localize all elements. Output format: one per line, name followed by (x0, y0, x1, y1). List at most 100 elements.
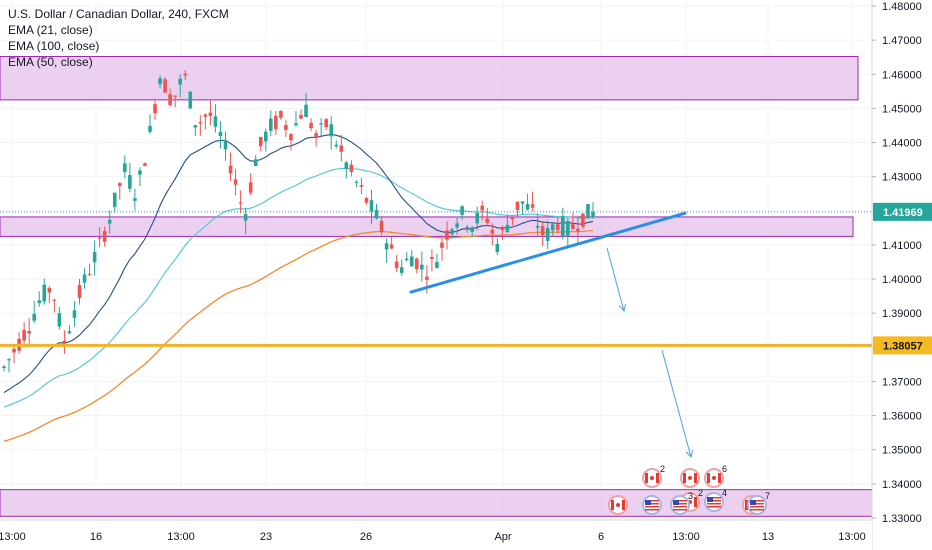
supply-demand-zone[interactable] (0, 216, 854, 237)
supply-demand-zone[interactable] (0, 56, 859, 101)
flag-stripe (707, 500, 721, 502)
candle-body (138, 170, 142, 175)
price-axis[interactable]: 1.48000 1.47000 1.46000 1.45000 1.44000 1.430… (871, 0, 932, 550)
candle-body (32, 313, 37, 321)
flag-stripe (750, 503, 764, 505)
price-tick-label: 1.45000 (882, 103, 922, 115)
candles (2, 70, 595, 373)
candle-body (369, 200, 374, 212)
price-tick-label: 1.33000 (882, 513, 922, 525)
candle-body (299, 114, 303, 119)
candle-body (37, 300, 42, 304)
flag-stripe (673, 503, 687, 505)
candle-body (480, 205, 485, 211)
current-price-tag[interactable] (873, 202, 932, 221)
time-label: 23 (260, 531, 272, 543)
price-tick-label: 1.47000 (882, 35, 922, 47)
candle-body (158, 78, 162, 85)
candle-body (555, 224, 560, 231)
time-label: 13:00 (838, 531, 866, 543)
level-price-tag[interactable] (873, 336, 932, 355)
candle-body (143, 163, 147, 167)
flag-stripe (673, 500, 687, 502)
candle-body (571, 224, 575, 229)
time-axis[interactable]: 13:00 16 13:00 23 26 Apr 6 13:00 13 13:00 (0, 519, 872, 550)
event-count: 2 (660, 464, 665, 474)
chart-legend: U.S. Dollar / Canadian Dollar, 240, FXCM… (8, 6, 229, 70)
flag-canton (673, 500, 679, 505)
candle-body (238, 202, 243, 204)
candle-body (213, 116, 218, 127)
projection-arrow[interactable] (606, 247, 625, 312)
flag-band (611, 500, 614, 510)
canada-flag-icon[interactable] (608, 495, 628, 515)
candle-body (430, 256, 434, 259)
flag-stripe (707, 506, 721, 508)
candle-body (198, 122, 203, 124)
candle-body (188, 91, 193, 109)
candle-body (309, 122, 313, 129)
candle-body (415, 258, 419, 270)
candle-body (420, 264, 424, 270)
ema21-label[interactable]: EMA (21, close) (8, 23, 93, 37)
candle-body (535, 225, 540, 228)
candle-body (530, 204, 535, 208)
event-count: 2 (698, 488, 703, 498)
candle-body (87, 273, 92, 275)
candle-body (440, 242, 444, 248)
us-flag-icon[interactable] (642, 495, 662, 515)
zones[interactable] (0, 56, 873, 517)
candle-body (581, 213, 585, 227)
event-count: 3 (688, 491, 693, 501)
candle-body (394, 261, 399, 268)
ema-lines (3, 133, 594, 443)
price-tick-label: 1.43000 (882, 172, 922, 184)
price-tick-label: 1.41000 (882, 240, 922, 252)
canada-flag-icon[interactable]: 6 (704, 464, 727, 488)
candle-body (153, 104, 157, 114)
flag-stripe (750, 509, 764, 511)
flag-band (694, 497, 697, 507)
price-tick-label: 1.46000 (882, 69, 922, 81)
economic-events[interactable]: 2 6 2 4 3 7 (608, 464, 770, 515)
price-tick-label: 1.34000 (882, 479, 922, 491)
flag-band (683, 473, 686, 483)
supply-demand-zone[interactable] (0, 489, 873, 517)
candle-body (173, 95, 177, 97)
drawings[interactable] (0, 211, 872, 459)
candle-body (460, 206, 464, 215)
candle-body (550, 224, 555, 231)
price-tick-label: 1.44000 (882, 138, 922, 150)
trendline[interactable] (409, 211, 687, 294)
us-flag-icon[interactable]: 7 (747, 491, 770, 515)
canada-flag-icon[interactable] (680, 468, 700, 488)
candle-body (520, 201, 525, 204)
flag-stripe (645, 503, 659, 505)
candle-body (67, 331, 72, 334)
ema21-line (3, 133, 594, 393)
candle-body (168, 94, 172, 106)
candle-body (334, 144, 339, 147)
ema50-label[interactable]: EMA (50, close) (8, 55, 93, 69)
price-tick-label: 1.35000 (882, 445, 922, 457)
us-flag-icon[interactable]: 3 (670, 491, 693, 515)
time-label: 13 (762, 531, 774, 543)
candle-body (389, 244, 394, 249)
candle-body (495, 243, 500, 252)
symbol-title[interactable]: U.S. Dollar / Canadian Dollar, 240, FXCM (8, 7, 229, 21)
candle-body (359, 185, 364, 187)
us-flag-icon[interactable]: 4 (704, 488, 727, 512)
canada-flag-icon[interactable]: 2 (642, 464, 665, 488)
flag-band (718, 473, 721, 483)
time-axis-bg (0, 520, 872, 550)
candle-body (284, 125, 288, 130)
event-count: 6 (722, 464, 727, 474)
price-tick-label: 1.39000 (882, 308, 922, 320)
flag-stripe (707, 497, 721, 499)
ema100-label[interactable]: EMA (100, close) (8, 39, 100, 53)
candle-body (42, 284, 47, 302)
projection-arrow-2[interactable] (661, 349, 692, 458)
time-label: 13:00 (0, 531, 26, 543)
candle-body (304, 104, 308, 117)
